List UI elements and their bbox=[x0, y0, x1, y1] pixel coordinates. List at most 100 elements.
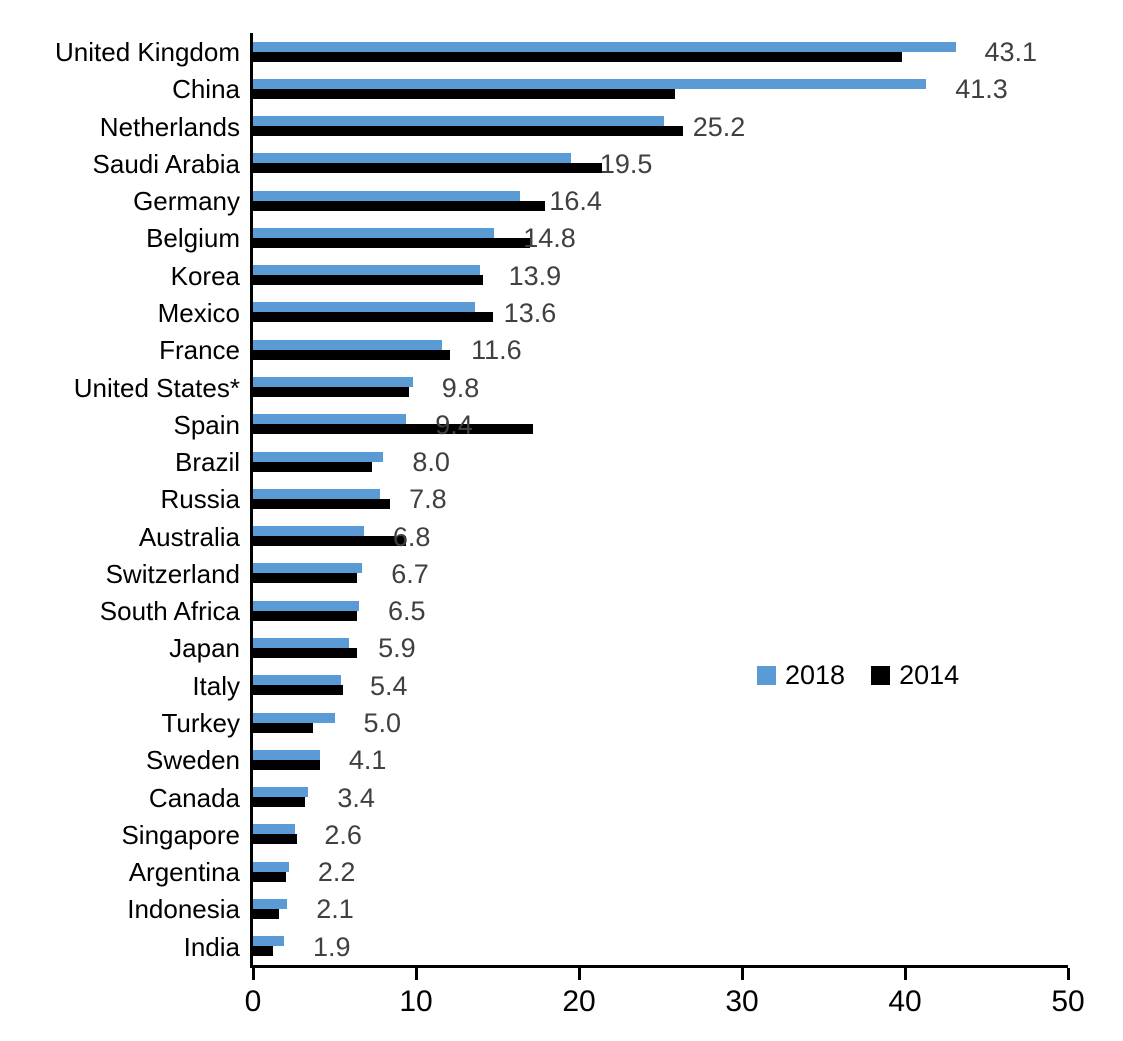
category-label: Australia bbox=[138, 521, 240, 552]
category-label: Singapore bbox=[121, 819, 240, 850]
bar-2018 bbox=[253, 749, 320, 760]
x-tick-label: 50 bbox=[1051, 985, 1085, 1018]
value-label: 25.2 bbox=[692, 111, 746, 142]
bar-2018 bbox=[253, 78, 927, 89]
bar-2018 bbox=[253, 861, 289, 872]
value-label: 19.5 bbox=[599, 148, 653, 179]
value-label: 11.6 bbox=[471, 335, 522, 366]
bar-2014 bbox=[253, 126, 684, 137]
legend-item-2018: 2018 bbox=[757, 662, 845, 689]
category-label: Brazil bbox=[174, 447, 240, 478]
value-label: 6.8 bbox=[392, 521, 431, 552]
x-axis-tick bbox=[414, 968, 418, 980]
bar-2014 bbox=[253, 610, 358, 621]
category-label: France bbox=[159, 335, 240, 366]
bar-2018 bbox=[253, 302, 475, 313]
value-label: 5.4 bbox=[370, 670, 408, 701]
bar-2018 bbox=[253, 675, 342, 686]
category-label: Italy bbox=[192, 670, 240, 701]
bar-2018 bbox=[253, 190, 521, 201]
bar-2014 bbox=[253, 349, 451, 360]
bar-2014 bbox=[253, 722, 314, 733]
bar-2014 bbox=[253, 536, 407, 547]
bar-2014 bbox=[253, 237, 531, 248]
x-tick-label: 20 bbox=[562, 985, 596, 1018]
bar-2018 bbox=[253, 526, 364, 537]
x-axis-tick bbox=[740, 968, 744, 980]
bar-2014 bbox=[253, 498, 390, 509]
bar-2018 bbox=[253, 600, 359, 611]
bar-2014 bbox=[253, 424, 534, 435]
value-label: 6.7 bbox=[391, 558, 429, 589]
bar-2018 bbox=[253, 787, 309, 798]
value-label: 2.6 bbox=[324, 819, 362, 850]
bar-2018 bbox=[253, 824, 296, 835]
category-label: United Kingdom bbox=[55, 37, 240, 67]
bar-2014 bbox=[253, 163, 602, 174]
value-label: 14.8 bbox=[523, 223, 576, 254]
x-axis-tick bbox=[1066, 968, 1070, 980]
legend-item-2014: 2014 bbox=[871, 662, 959, 689]
bar-2014 bbox=[253, 51, 902, 62]
x-tick-label: 0 bbox=[244, 985, 262, 1018]
category-label: Korea bbox=[170, 260, 240, 291]
bar-2014 bbox=[253, 275, 483, 286]
bar-2018 bbox=[253, 563, 363, 574]
value-label: 5.0 bbox=[363, 708, 402, 739]
bar-2018 bbox=[253, 637, 350, 648]
bar-2014 bbox=[253, 834, 297, 845]
bar-2014 bbox=[253, 908, 280, 919]
x-axis-tick bbox=[577, 968, 581, 980]
value-label: 1.9 bbox=[312, 931, 351, 962]
bar-2018 bbox=[253, 227, 495, 238]
category-label: China bbox=[172, 74, 240, 105]
value-label: 9.4 bbox=[435, 409, 473, 440]
value-label: 13.9 bbox=[508, 260, 562, 291]
value-label: 43.1 bbox=[984, 37, 1038, 67]
bar-2014 bbox=[253, 797, 306, 808]
category-label: Spain bbox=[173, 409, 241, 440]
value-label: 3.4 bbox=[337, 782, 375, 813]
bar-2014 bbox=[253, 647, 358, 658]
value-label: 2.1 bbox=[316, 894, 354, 925]
bar-2014 bbox=[253, 946, 273, 957]
bar-2014 bbox=[253, 871, 286, 882]
value-label: 4.1 bbox=[348, 745, 387, 776]
category-label: Argentina bbox=[128, 857, 240, 888]
value-label: 5.9 bbox=[378, 633, 416, 664]
value-label: 9.8 bbox=[441, 372, 480, 403]
value-label: 41.3 bbox=[955, 74, 1008, 105]
value-label: 8.0 bbox=[412, 447, 450, 478]
category-label: United States* bbox=[73, 372, 240, 403]
bar-2018 bbox=[253, 414, 407, 425]
category-label: Saudi Arabia bbox=[92, 148, 240, 179]
bar-2014 bbox=[253, 759, 320, 770]
legend-swatch-2014 bbox=[871, 666, 891, 685]
bar-2018 bbox=[253, 936, 284, 947]
bar-2018 bbox=[253, 377, 413, 388]
value-label: 2.2 bbox=[317, 857, 356, 888]
x-tick-label: 30 bbox=[725, 985, 759, 1018]
x-tick-label: 10 bbox=[399, 985, 433, 1018]
category-label: Canada bbox=[148, 782, 240, 813]
x-axis-tick bbox=[251, 968, 255, 980]
category-label: Germany bbox=[133, 186, 240, 217]
bar-2018 bbox=[253, 41, 956, 52]
legend-label-2014: 2014 bbox=[899, 660, 960, 690]
bar-2014 bbox=[253, 88, 676, 99]
bar-2018 bbox=[253, 339, 443, 350]
bar-2014 bbox=[253, 685, 343, 696]
value-label: 16.4 bbox=[549, 186, 602, 217]
value-label: 7.8 bbox=[409, 484, 447, 515]
category-label: Belgium bbox=[146, 223, 240, 254]
category-label: Turkey bbox=[161, 708, 241, 739]
value-label: 6.5 bbox=[387, 596, 426, 627]
bar-2014 bbox=[253, 387, 410, 398]
category-label: India bbox=[183, 931, 240, 962]
bar-2014 bbox=[253, 461, 372, 472]
category-label: Russia bbox=[160, 484, 240, 515]
bar-2018 bbox=[253, 451, 384, 462]
category-label: Sweden bbox=[146, 745, 240, 776]
x-tick-label: 40 bbox=[888, 985, 922, 1018]
